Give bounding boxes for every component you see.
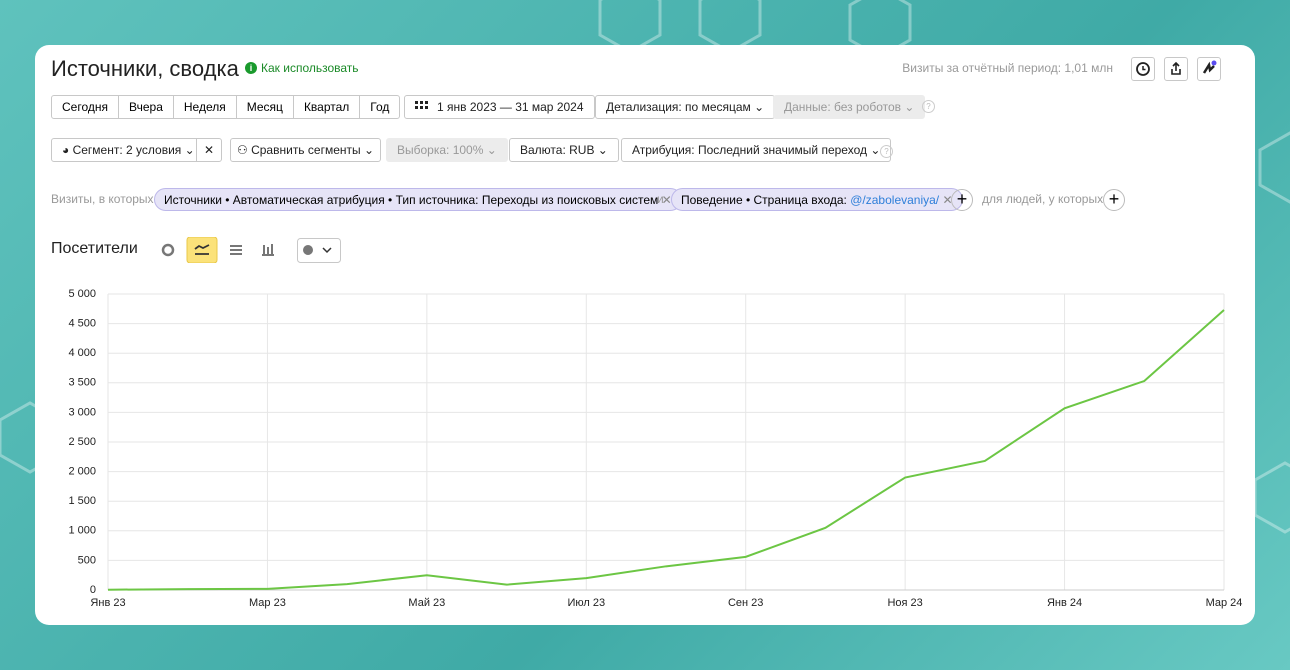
help-icon: i: [245, 62, 257, 74]
filter-chip[interactable]: Источники • Автоматическая атрибуция • Т…: [154, 188, 682, 211]
line-view-icon: [194, 244, 210, 255]
y-tick-label: 1 500: [68, 495, 96, 507]
data-line: [107, 309, 1225, 591]
attribution-dropdown[interactable]: Атрибуция: Последний значимый переход ⌄: [621, 138, 892, 162]
compare-dropdown[interactable]: ⚇ Сравнить сегменты ⌄: [230, 138, 382, 162]
y-tick-label: 4 000: [68, 347, 96, 359]
x-tick-label: Мар 23: [249, 597, 286, 609]
date-range: 1 янв 2023 — 31 мар 2024: [437, 100, 584, 114]
info-icon[interactable]: ?: [880, 145, 893, 158]
sample-dropdown[interactable]: Выборка: 100% ⌄: [386, 138, 508, 162]
chart-type-switcher: [161, 237, 341, 263]
filter-condition: Источники • Автоматическая атрибуция • Т…: [164, 192, 659, 207]
sample-label: Выборка: 100%: [397, 143, 484, 157]
period-button[interactable]: Квартал: [292, 96, 359, 118]
y-tick-label: 2 500: [68, 436, 96, 448]
visits-summary: Визиты за отчётный период: 1,01 млн: [902, 61, 1113, 75]
data-filter-dropdown[interactable]: Данные: без роботов ⌄: [773, 95, 926, 119]
x-tick-label: Сен 23: [728, 597, 763, 609]
y-tick-label: 500: [78, 554, 96, 566]
period-button[interactable]: Неделя: [172, 96, 236, 118]
x-tick-label: Май 23: [408, 597, 445, 609]
segment-label: Сегмент: 2 условия: [72, 143, 182, 157]
period-buttons: Сегодня Вчера Неделя Месяц Квартал Год: [51, 95, 401, 119]
bar-view[interactable]: [262, 244, 274, 256]
chart: 0 500 1 000 1 500 2 000 2 500 3 000 3 500 4 000 4…: [68, 288, 1243, 609]
y-tick-label: 0: [90, 584, 96, 596]
x-tick-label: Мар 24: [1206, 597, 1243, 609]
y-tick-label: 5 000: [68, 288, 96, 300]
x-tick-label: Июл 23: [567, 597, 605, 609]
y-tick-label: 1 000: [68, 525, 96, 537]
period-button[interactable]: Сегодня: [62, 100, 108, 114]
dropdown-arrow: [322, 247, 332, 254]
x-tick-label: Янв 23: [90, 597, 125, 609]
y-tick-label: 4 500: [68, 318, 96, 330]
attribution-label: Атрибуция: Последний значимый переход: [632, 143, 867, 157]
filter-joiner: и: [657, 192, 664, 206]
help-link[interactable]: Как использовать: [261, 61, 359, 75]
annotations-dropdown[interactable]: [297, 238, 341, 263]
segment-dropdown[interactable]: ◕ Сегмент: 2 условия ⌄: [51, 138, 206, 162]
filter-condition: Поведение • Страница входа:: [681, 192, 847, 207]
people-filter-label: для людей, у которых: [982, 192, 1104, 206]
period-button[interactable]: Год: [359, 96, 399, 118]
area-view[interactable]: [230, 245, 242, 255]
x-tick-label: Ноя 23: [887, 597, 922, 609]
info-icon[interactable]: ?: [922, 100, 935, 113]
export-button[interactable]: [1164, 57, 1188, 81]
x-tick-label: Янв 24: [1047, 597, 1082, 609]
page-title: Источники, сводка: [51, 56, 239, 81]
filter-value: @/zabolevaniya/: [850, 192, 940, 207]
filter-prefix: Визиты, в которых: [51, 192, 154, 206]
y-tick-label: 2 000: [68, 466, 96, 478]
detail-dropdown[interactable]: Детализация: по месяцам ⌄: [595, 95, 776, 119]
add-people-condition[interactable]: +: [1103, 189, 1125, 211]
y-tick-label: 3 500: [68, 377, 96, 389]
assistant-button[interactable]: [1197, 57, 1221, 81]
data-filter-label: Данные: без роботов: [784, 100, 902, 114]
add-condition[interactable]: +: [951, 189, 973, 211]
detail-label: Детализация: по месяцам: [606, 100, 751, 114]
period-button[interactable]: Вчера: [118, 96, 173, 118]
date-range-button[interactable]: 1 янв 2023 — 31 мар 2024: [404, 95, 595, 119]
period-button[interactable]: Месяц: [235, 96, 293, 118]
line-view-selected[interactable]: [186, 237, 218, 263]
chart-title: Посетители: [51, 240, 138, 257]
compare-label: Сравнить сегменты: [251, 143, 361, 157]
pie-view[interactable]: [161, 243, 175, 257]
history-button[interactable]: [1131, 57, 1155, 81]
annotations-icon: [303, 245, 313, 255]
currency-dropdown[interactable]: Валюта: RUB ⌄: [509, 138, 619, 162]
filter-chip[interactable]: Поведение • Страница входа: @/zabolevani…: [671, 188, 963, 211]
currency-label: Валюта: RUB: [520, 143, 595, 157]
segment-clear[interactable]: ✕: [196, 138, 223, 162]
y-tick-label: 3 000: [68, 406, 96, 418]
